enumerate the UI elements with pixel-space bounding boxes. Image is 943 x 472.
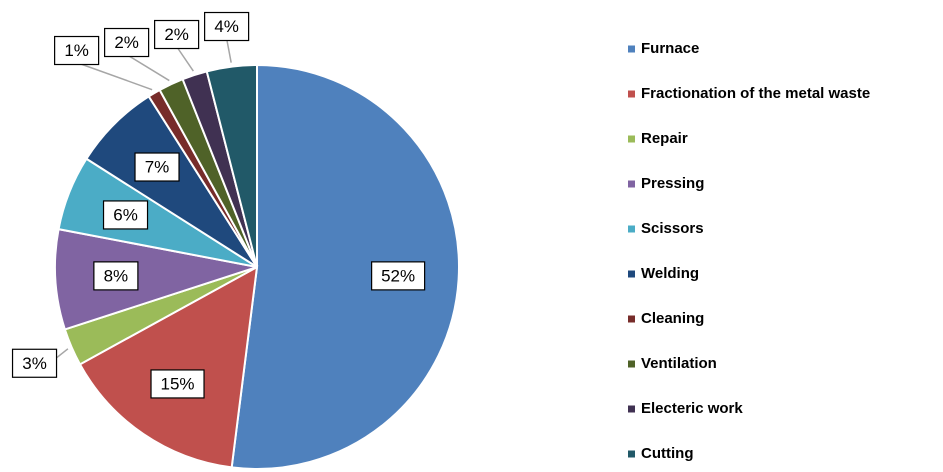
- value-label-box: [102, 200, 149, 230]
- legend-swatch: [628, 45, 635, 53]
- pie-slice: [230, 63, 460, 470]
- legend-swatch: [628, 225, 635, 233]
- value-label: 7%: [145, 157, 170, 176]
- legend-swatch: [628, 270, 635, 278]
- legend-swatch: [628, 450, 635, 458]
- value-label-box: [11, 348, 58, 378]
- value-label: 1%: [64, 41, 89, 60]
- value-label-box: [134, 152, 180, 182]
- value-label: 15%: [161, 374, 195, 393]
- legend-label: Fractionation of the metal waste: [641, 85, 870, 102]
- value-label: 52%: [381, 266, 415, 285]
- value-label: 6%: [113, 205, 138, 224]
- legend-label: Repair: [641, 130, 688, 147]
- leader-line: [175, 46, 194, 72]
- legend-label: Welding: [641, 265, 699, 282]
- value-label: 3%: [22, 354, 47, 373]
- value-label-box: [154, 19, 200, 50]
- legend-swatch: [628, 360, 635, 368]
- legend-swatch: [628, 315, 635, 323]
- legend-label: Furnace: [641, 40, 699, 57]
- legend-label: Cleaning: [641, 310, 704, 327]
- leader-line: [225, 38, 232, 63]
- legend-swatch: [628, 135, 635, 143]
- value-label-box: [93, 261, 139, 291]
- legend-label: Electeric work: [641, 400, 743, 417]
- value-label: 2%: [164, 25, 189, 44]
- legend-swatch: [628, 180, 635, 188]
- value-label-box: [54, 35, 100, 66]
- pie-slice: [54, 227, 258, 331]
- leader-line: [76, 61, 153, 91]
- legend-swatch: [628, 405, 635, 413]
- legend-label: Cutting: [641, 445, 693, 462]
- legend-label: Ventilation: [641, 355, 717, 372]
- value-label-box: [150, 369, 205, 399]
- leader-line: [126, 53, 170, 82]
- legend-label: Scissors: [641, 220, 704, 237]
- value-label: 4%: [214, 17, 239, 36]
- pie-slice: [205, 63, 258, 268]
- value-label: 2%: [114, 33, 139, 52]
- legend-label: Pressing: [641, 175, 704, 192]
- value-label-box: [104, 27, 150, 58]
- value-label-box: [204, 11, 250, 42]
- value-label: 8%: [104, 266, 129, 285]
- pie-slice: [78, 265, 259, 469]
- legend-swatch: [628, 90, 635, 98]
- value-label-box: [371, 261, 426, 291]
